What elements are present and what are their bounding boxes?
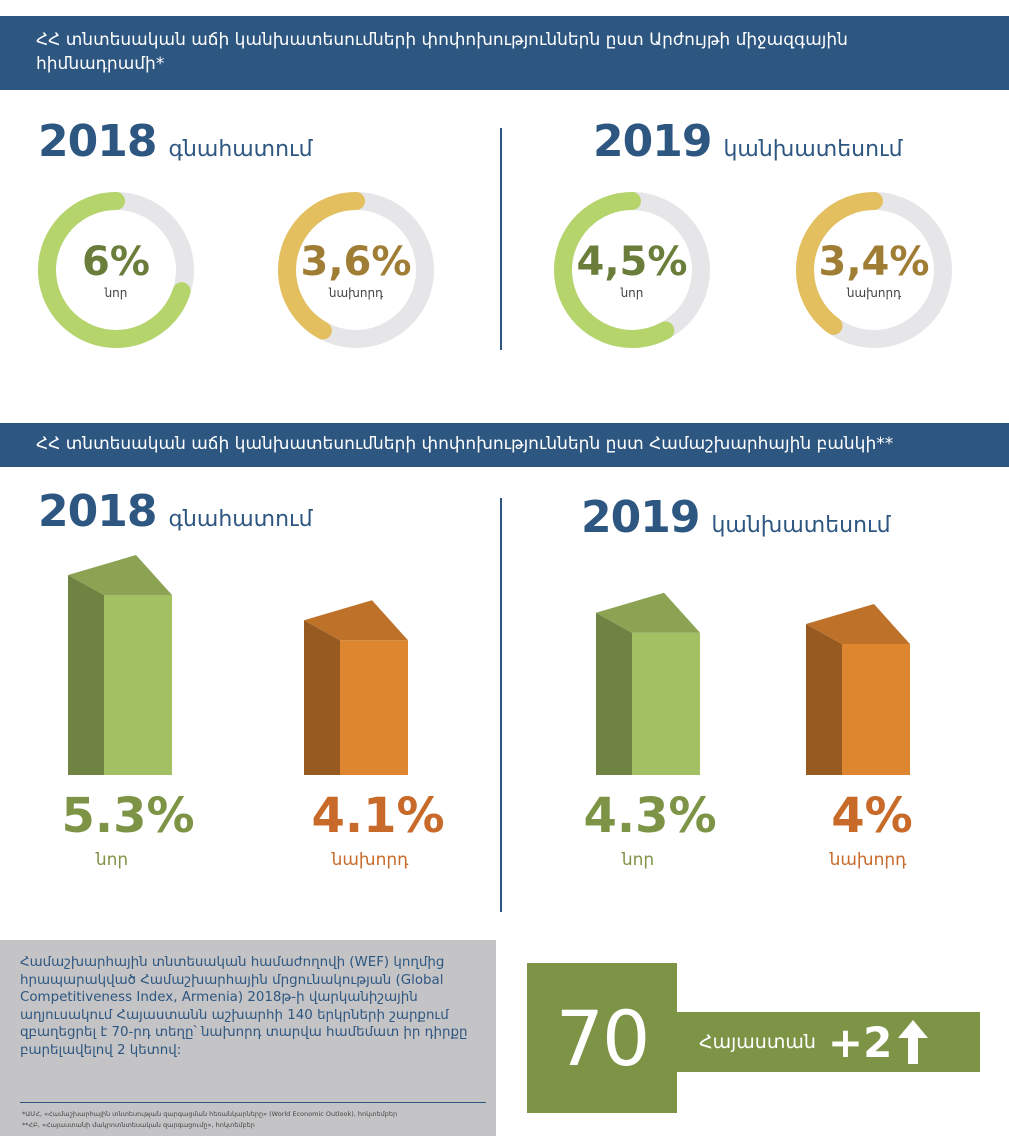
rank-strip: Հայաստան +2 xyxy=(677,1012,980,1072)
bar-previous-0 xyxy=(304,600,408,775)
footnote-imf: *ԱՄՀ, «Համաշխարհային տնտեսության զարգացմ… xyxy=(22,1110,398,1118)
country-name: Հայաստան xyxy=(699,1031,816,1053)
ring-2018-previous: 3,6% նախորդ xyxy=(276,190,436,350)
ring-text: 4,5% նոր xyxy=(552,190,712,350)
ring-graphic xyxy=(796,192,952,348)
bar-front-face xyxy=(340,640,408,775)
ring-2019-new: 4,5% նոր xyxy=(552,190,712,350)
rank-change: +2 xyxy=(827,1017,893,1067)
ring-label: նոր xyxy=(104,286,128,300)
wef-info-box: Համաշխարհային տնտեսական համաժողովի (WEF)… xyxy=(0,940,496,1136)
bar-label-2018-previous: նախորդ xyxy=(331,850,409,870)
imf-2019-title: 2019 կանխատեսում xyxy=(593,116,903,167)
wb-2018-title: 2018 գնահատում xyxy=(38,486,313,537)
ring-label: նախորդ xyxy=(328,286,384,300)
wb-2019-title: 2019 կանխատեսում xyxy=(581,492,891,543)
bar-front-face xyxy=(842,644,910,775)
ring-arc xyxy=(278,192,434,348)
bar-top-face xyxy=(806,604,910,645)
imf-2019-year: 2019 xyxy=(593,116,712,167)
bar-value-2018-previous: 4.1% xyxy=(311,788,445,844)
ring-text: 3,4% նախորդ xyxy=(794,190,954,350)
bar-side-face xyxy=(806,624,842,775)
wb-2018-word: գնահատում xyxy=(168,507,313,532)
ring-value: 6% xyxy=(82,239,150,285)
imf-2018-year: 2018 xyxy=(38,116,157,167)
up-arrow-icon xyxy=(898,1020,929,1064)
ring-graphic xyxy=(38,192,194,348)
bar-front-face xyxy=(632,632,700,775)
wb-2018-year: 2018 xyxy=(38,486,157,537)
wb-2019-word: կանխատեսում xyxy=(711,513,891,538)
bar-front-face xyxy=(104,595,172,775)
bar-new-1 xyxy=(596,592,700,775)
wb-2019-year: 2019 xyxy=(581,492,700,543)
ring-label: նախորդ xyxy=(846,286,902,300)
imf-header-banner: ՀՀ տնտեսական աճի կանխատեսումների փոփոխու… xyxy=(0,16,1009,90)
bar-side-face xyxy=(304,620,340,775)
bar-top-face xyxy=(596,592,700,633)
wb-header-banner: ՀՀ տնտեսական աճի կանխատեսումների փոփոխու… xyxy=(0,423,1009,467)
imf-2019-word: կանխատեսում xyxy=(723,137,903,162)
ring-value: 4,5% xyxy=(576,239,688,285)
imf-2018-word: գնահատում xyxy=(168,137,313,162)
bar-side-face xyxy=(68,575,104,775)
bar-label-2019-new: նոր xyxy=(621,850,655,870)
imf-2018-title: 2018 գնահատում xyxy=(38,116,313,167)
bar-top-face xyxy=(304,600,408,641)
bar-side-face xyxy=(596,612,632,775)
wef-text: Համաշխարհային տնտեսական համաժողովի (WEF)… xyxy=(20,955,468,1058)
bar-previous-1 xyxy=(806,604,910,775)
footnote-rule xyxy=(20,1102,486,1103)
rank-badge: 70 xyxy=(527,963,677,1113)
bar-label-2019-previous: նախորդ xyxy=(829,850,907,870)
bar-label-2018-new: նոր xyxy=(95,850,129,870)
wb-divider xyxy=(500,498,502,912)
bar-value-2019-new: 4.3% xyxy=(583,788,717,844)
bar-new-0 xyxy=(68,555,172,775)
rank-number: 70 xyxy=(555,993,651,1083)
ring-arc xyxy=(796,192,952,348)
bar-value-2018-new: 5.3% xyxy=(61,788,195,844)
ring-value: 3,6% xyxy=(300,239,412,285)
ring-text: 3,6% նախորդ xyxy=(276,190,436,350)
ring-arc xyxy=(38,192,194,348)
wb-header-text: ՀՀ տնտեսական աճի կանխատեսումների փոփոխու… xyxy=(36,434,894,454)
bar-top-face xyxy=(68,555,172,595)
ring-arc xyxy=(554,192,710,348)
bar-value-2019-previous: 4% xyxy=(831,788,913,844)
footnote-wb: **ՀԲ, «Հայաստանի մակրոտնտեսական զարգացու… xyxy=(22,1121,255,1129)
ring-label: նոր xyxy=(620,286,644,300)
imf-header-text: ՀՀ տնտեսական աճի կանխատեսումների փոփոխու… xyxy=(36,30,848,74)
ring-graphic xyxy=(554,192,710,348)
ring-2018-new: 6% նոր xyxy=(36,190,196,350)
ring-graphic xyxy=(278,192,434,348)
imf-divider xyxy=(500,128,502,350)
ring-text: 6% նոր xyxy=(36,190,196,350)
ring-value: 3,4% xyxy=(818,239,930,285)
ring-2019-previous: 3,4% նախորդ xyxy=(794,190,954,350)
